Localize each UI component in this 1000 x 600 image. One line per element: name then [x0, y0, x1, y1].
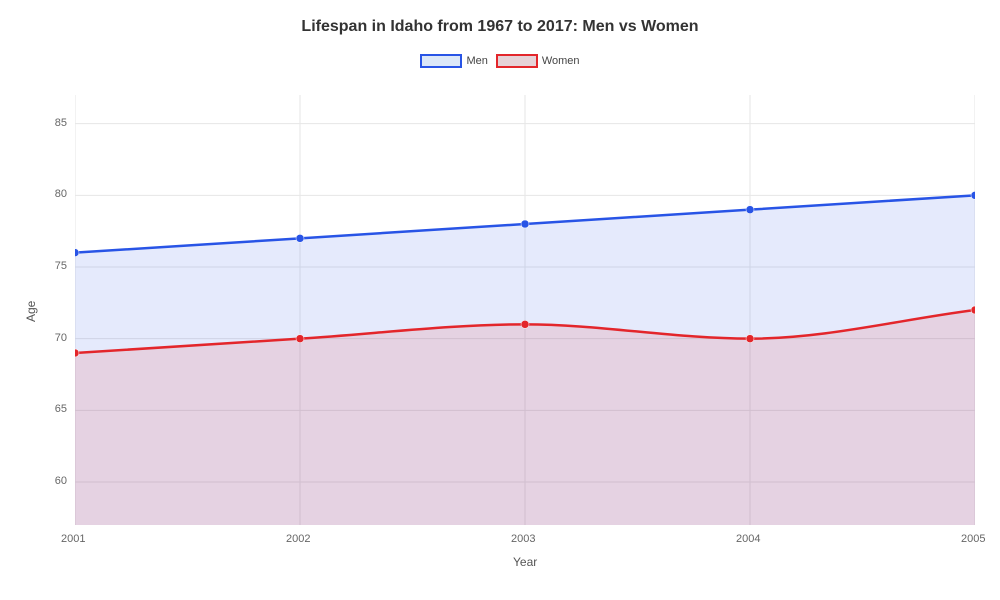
x-tick: 2003 — [511, 533, 535, 545]
legend-label-women: Women — [542, 55, 580, 67]
y-tick: 80 — [55, 188, 67, 200]
x-tick: 2004 — [736, 533, 760, 545]
legend-swatch-women — [496, 54, 538, 68]
x-tick: 2001 — [61, 533, 85, 545]
legend-swatch-men — [420, 54, 462, 68]
legend-item-women[interactable]: Women — [496, 54, 580, 68]
x-tick: 2005 — [961, 533, 985, 545]
legend-label-men: Men — [466, 55, 487, 67]
legend: Men Women — [0, 54, 1000, 68]
chart-title: Lifespan in Idaho from 1967 to 2017: Men… — [0, 0, 1000, 36]
x-tick: 2002 — [286, 533, 310, 545]
y-axis-label: Age — [24, 301, 38, 322]
y-tick: 75 — [55, 260, 67, 272]
legend-item-men[interactable]: Men — [420, 54, 487, 68]
plot-area — [75, 95, 975, 525]
y-tick: 85 — [55, 117, 67, 129]
y-tick: 65 — [55, 403, 67, 415]
y-tick: 60 — [55, 475, 67, 487]
chart-container: Lifespan in Idaho from 1967 to 2017: Men… — [0, 0, 1000, 600]
x-axis-label: Year — [513, 555, 537, 569]
y-tick: 70 — [55, 332, 67, 344]
